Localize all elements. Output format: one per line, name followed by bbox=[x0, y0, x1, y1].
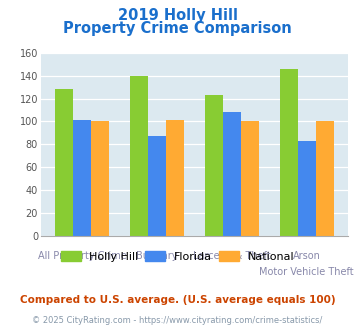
Bar bbox=[130, 76, 148, 236]
Bar bbox=[55, 89, 73, 236]
Text: Motor Vehicle Theft: Motor Vehicle Theft bbox=[260, 267, 354, 277]
Text: Burglary: Burglary bbox=[136, 251, 178, 261]
Text: Property Crime Comparison: Property Crime Comparison bbox=[63, 21, 292, 36]
Text: © 2025 CityRating.com - https://www.cityrating.com/crime-statistics/: © 2025 CityRating.com - https://www.city… bbox=[32, 316, 323, 325]
Legend: Holly Hill, Florida, National: Holly Hill, Florida, National bbox=[56, 247, 299, 267]
Text: Larceny & Theft: Larceny & Theft bbox=[193, 251, 271, 261]
Bar bbox=[280, 69, 298, 236]
Bar bbox=[316, 121, 334, 236]
Bar bbox=[205, 95, 223, 236]
Bar bbox=[223, 112, 241, 236]
Text: All Property Crime: All Property Crime bbox=[38, 251, 126, 261]
Bar bbox=[298, 141, 316, 236]
Bar bbox=[166, 120, 184, 236]
Bar bbox=[241, 121, 259, 236]
Text: 2019 Holly Hill: 2019 Holly Hill bbox=[118, 8, 237, 23]
Bar bbox=[148, 136, 166, 236]
Text: Arson: Arson bbox=[293, 251, 321, 261]
Text: Compared to U.S. average. (U.S. average equals 100): Compared to U.S. average. (U.S. average … bbox=[20, 295, 335, 305]
Bar bbox=[91, 121, 109, 236]
Bar bbox=[73, 120, 91, 236]
